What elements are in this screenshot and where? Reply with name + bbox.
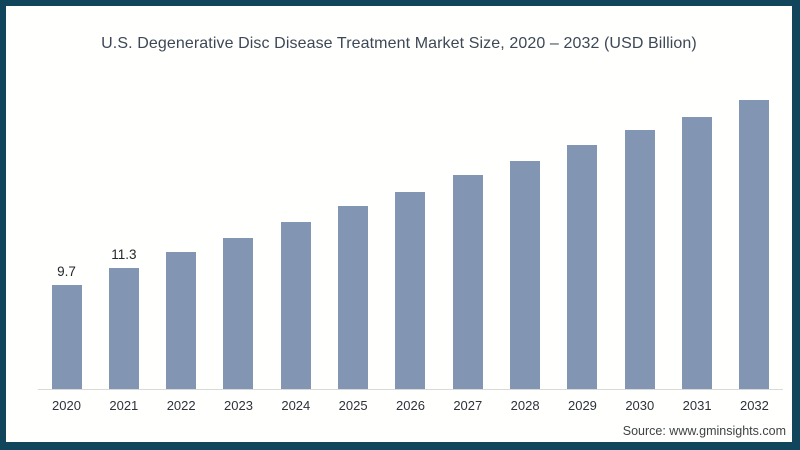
bar-column-2032: [726, 79, 783, 389]
x-axis-tick-label: 2023: [224, 398, 253, 413]
bar-2025: [338, 206, 369, 389]
bar-column-2024: [267, 201, 324, 389]
bar-column-2030: [611, 109, 668, 389]
bar-column-2029: [554, 124, 611, 389]
chart-title: U.S. Degenerative Disc Disease Treatment…: [101, 35, 697, 52]
bar-2023: [223, 238, 254, 389]
x-axis-tick-label: 2031: [682, 398, 712, 413]
bar-column-2031: [669, 96, 726, 389]
bar-2032: [739, 100, 770, 389]
bar-value-label: 11.3: [111, 247, 137, 262]
bar-column-2020: 9.7: [38, 264, 95, 389]
bar-2026: [395, 192, 426, 389]
bar-2022: [166, 252, 197, 389]
bar-chart-plot-area: 9.7 11.3: [38, 90, 783, 390]
x-axis-tick-label: 2025: [338, 398, 368, 413]
bar-2031: [682, 117, 713, 389]
x-axis-tick-label: 2029: [567, 398, 597, 413]
x-axis-tick-label: 2030: [625, 398, 655, 413]
x-axis-tick-label: 2027: [453, 398, 483, 413]
x-axis-labels: 2020 2021 2022 2023 2024 2025 2026 2027 2028 2029…: [38, 398, 783, 413]
x-axis-tick-label: 2032: [739, 398, 769, 413]
bar-2028: [510, 161, 541, 389]
bar-2029: [567, 145, 598, 389]
x-axis-tick-label: 2022: [166, 398, 196, 413]
bar-column-2028: [497, 140, 554, 389]
bar-value-label: 9.7: [57, 264, 76, 279]
bar-column-2021: 11.3: [95, 247, 152, 389]
bar-2021: [108, 268, 139, 389]
bar-column-2027: [439, 154, 496, 389]
x-axis-tick-label: 2028: [510, 398, 540, 413]
x-axis-tick-label: 2021: [109, 398, 139, 413]
bar-column-2022: [153, 231, 210, 389]
source-attribution: Source: www.gminsights.com: [622, 424, 786, 438]
bar-2030: [624, 130, 655, 389]
bar-column-2023: [210, 217, 267, 389]
x-axis-tick-label: 2026: [396, 398, 425, 413]
bar-column-2026: [382, 171, 439, 389]
bar-column-2025: [325, 185, 382, 389]
bar-2027: [452, 175, 483, 389]
x-axis-tick-label: 2020: [52, 398, 81, 413]
bar-2024: [280, 222, 311, 389]
x-axis-tick-label: 2024: [281, 398, 311, 413]
bar-2020: [51, 285, 82, 389]
